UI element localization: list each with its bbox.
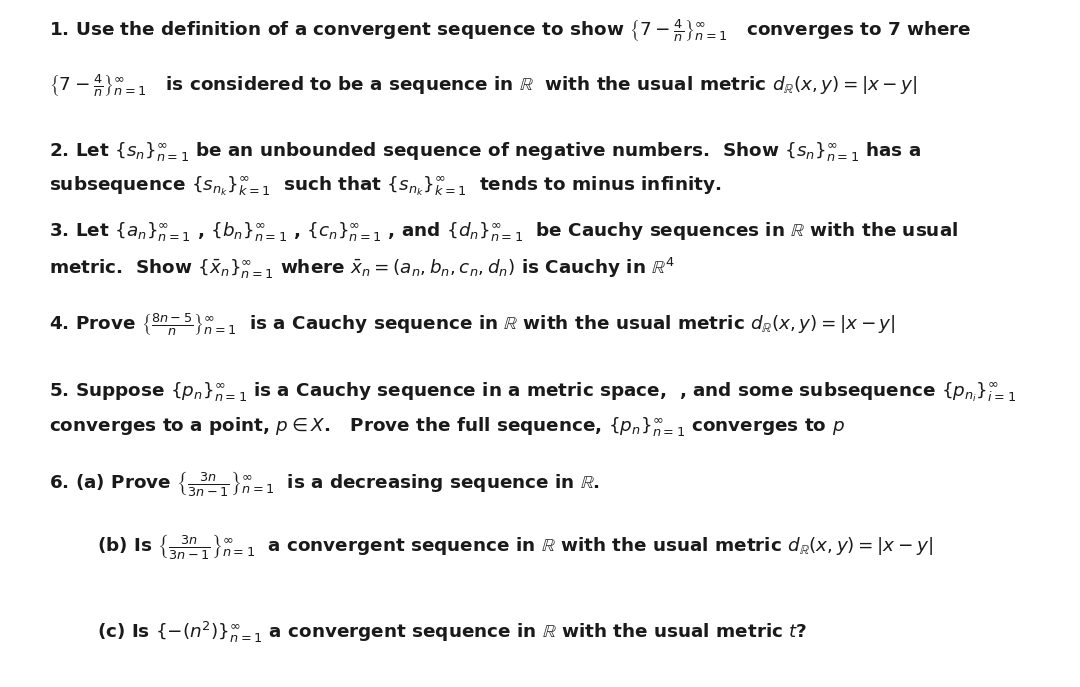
- Text: 4. Prove $\left\{\frac{8n-5}{n}\right\}_{n=1}^{\infty}$  is a Cauchy sequence in: 4. Prove $\left\{\frac{8n-5}{n}\right\}_…: [49, 311, 895, 337]
- Text: 2. Let $\{s_n\}_{n=1}^{\infty}$ be an unbounded sequence of negative numbers.  S: 2. Let $\{s_n\}_{n=1}^{\infty}$ be an un…: [49, 141, 920, 164]
- Text: converges to a point, $p\in X$.   Prove the full sequence, $\{p_n\}_{n=1}^{\inft: converges to a point, $p\in X$. Prove th…: [49, 416, 845, 438]
- Text: 3. Let $\{a_n\}_{n=1}^{\infty}$ , $\{b_n\}_{n=1}^{\infty}$ , $\{c_n\}_{n=1}^{\in: 3. Let $\{a_n\}_{n=1}^{\infty}$ , $\{b_n…: [49, 221, 958, 244]
- Text: 6. (a) Prove $\left\{\frac{3n}{3n-1}\right\}_{n=1}^{\infty}$  is a decreasing se: 6. (a) Prove $\left\{\frac{3n}{3n-1}\rig…: [49, 469, 599, 497]
- Text: subsequence $\left\{s_{n_k}\right\}_{k=1}^{\infty}$  such that $\left\{s_{n_k}\r: subsequence $\left\{s_{n_k}\right\}_{k=1…: [49, 175, 721, 199]
- Text: (c) Is $\{-(n^2)\}_{n=1}^{\infty}$ a convergent sequence in $\mathbb{R}$ with th: (c) Is $\{-(n^2)\}_{n=1}^{\infty}$ a con…: [97, 620, 808, 645]
- Text: $\left\{7-\frac{4}{n}\right\}_{n=1}^{\infty}$   is considered to be a sequence i: $\left\{7-\frac{4}{n}\right\}_{n=1}^{\in…: [49, 72, 917, 98]
- Text: (b) Is $\left\{\frac{3n}{3n-1}\right\}_{n=1}^{\infty}$  a convergent sequence in: (b) Is $\left\{\frac{3n}{3n-1}\right\}_{…: [97, 532, 933, 561]
- Text: metric.  Show $\{\bar{x}_n\}_{n=1}^{\infty}$ where $\bar{x}_n = (a_n, b_n, c_n, : metric. Show $\{\bar{x}_n\}_{n=1}^{\inft…: [49, 256, 675, 281]
- Text: 1. Use the definition of a convergent sequence to show $\left\{7-\frac{4}{n}\rig: 1. Use the definition of a convergent se…: [49, 17, 971, 43]
- Text: 5. Suppose $\{p_n\}_{n=1}^{\infty}$ is a Cauchy sequence in a metric space,  , a: 5. Suppose $\{p_n\}_{n=1}^{\infty}$ is a…: [49, 381, 1016, 405]
